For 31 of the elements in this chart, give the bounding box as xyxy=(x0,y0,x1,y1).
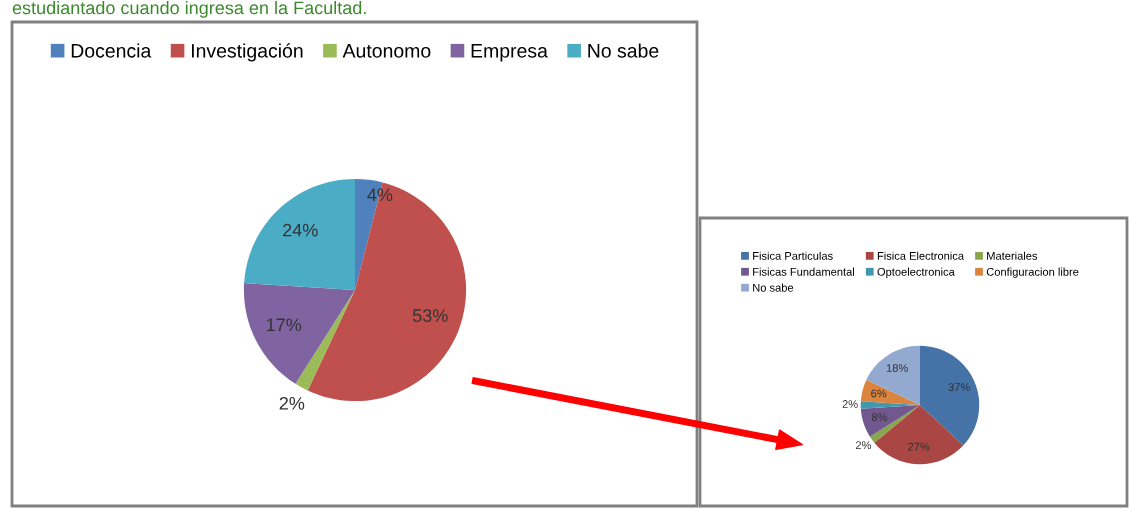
legend-label: No sabe xyxy=(753,283,794,292)
legend-label: No sabe xyxy=(588,43,659,58)
data-label: 2% xyxy=(842,400,858,408)
legend-label: Materiales xyxy=(987,251,1038,260)
legend-label: Investigación xyxy=(191,43,303,62)
pie-slice xyxy=(860,405,920,437)
legend-label: Docencia xyxy=(71,43,152,58)
text: estudiantado cuando ingresa en la Facultad. xyxy=(12,1,366,18)
legend-label: Fisicas Fundamental xyxy=(753,267,854,276)
data-label: 6% xyxy=(871,389,887,398)
data-label: 8% xyxy=(871,413,888,422)
data-label: 53% xyxy=(412,309,448,322)
legend-label: Empresa xyxy=(471,44,548,62)
data-label: 17% xyxy=(267,318,302,332)
legend-label: Fisica Particulas xyxy=(753,251,833,260)
data-label: 27% xyxy=(908,442,930,451)
pie-slice xyxy=(869,405,920,443)
legend-label: Optoelectronica xyxy=(877,267,955,278)
pie-slice xyxy=(874,405,964,465)
legend-label: Configuracion libre xyxy=(986,267,1079,278)
data-label: 37% xyxy=(948,383,970,392)
pie-slice xyxy=(860,379,920,405)
data-label: 2% xyxy=(855,441,872,450)
data-label: 24% xyxy=(283,223,318,237)
pie-slice xyxy=(866,345,920,405)
pie-slice xyxy=(243,283,355,384)
legend-label: Autonomo xyxy=(342,44,431,58)
legend-label: Fisica Electronica xyxy=(877,251,965,260)
data-label: 2% xyxy=(279,396,305,410)
data-label: 18% xyxy=(886,364,908,372)
pie-slice xyxy=(244,178,355,290)
